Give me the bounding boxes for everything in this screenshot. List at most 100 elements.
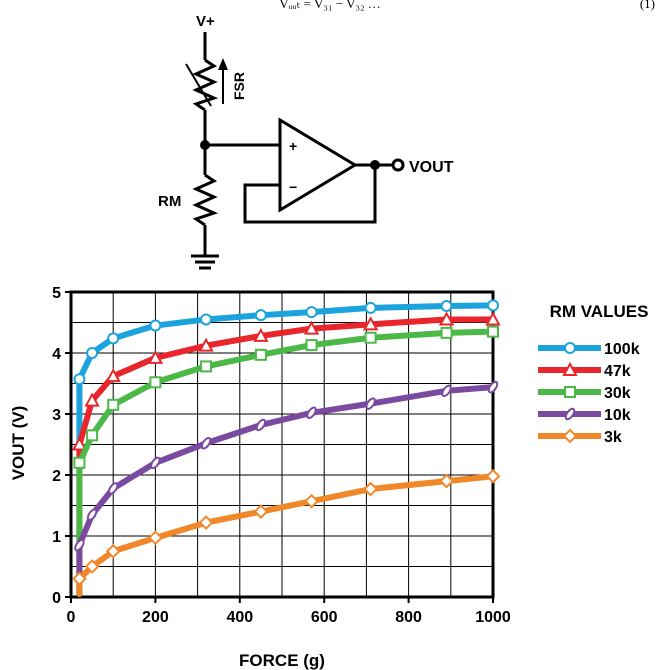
- series-line: [76, 328, 496, 597]
- opamp-triangle: [278, 117, 358, 213]
- data-point: [86, 347, 99, 359]
- data-point: [253, 327, 269, 342]
- output-label: VOUT: [409, 159, 454, 176]
- data-point: [253, 504, 269, 520]
- chart: 0 200 400 600 800 1000 0 1 2 3 4 5: [52, 285, 511, 626]
- series-line: [76, 316, 496, 597]
- series-line: [76, 473, 496, 597]
- data-point: [86, 508, 98, 521]
- equation-text: Vₒᵤₜ = V₃₁ − V₃₂ …: [279, 0, 381, 11]
- data-point: [198, 337, 214, 352]
- data-point: [254, 348, 267, 361]
- series-30k: [73, 325, 499, 597]
- x-tick-label: 600: [311, 609, 338, 626]
- feedback-wire: [243, 165, 377, 224]
- data-point: [438, 311, 455, 326]
- data-point: [149, 319, 162, 332]
- minus-label: −: [289, 179, 297, 195]
- data-point: [200, 360, 213, 373]
- data-point: [107, 398, 120, 411]
- data-point: [306, 406, 317, 419]
- equation-number: (1): [640, 0, 655, 11]
- legend: RM VALUES 100k 47k 30k 10k 3k: [538, 302, 648, 446]
- y-tick-label: 0: [52, 590, 61, 607]
- legend-label: 30k: [604, 385, 631, 402]
- y-tick-label: 3: [52, 407, 61, 424]
- data-point: [364, 331, 377, 344]
- data-point: [150, 456, 161, 470]
- x-tick-label: 200: [142, 609, 169, 626]
- data-point: [441, 384, 452, 398]
- x-tick-label: 400: [226, 609, 253, 626]
- data-point: [305, 306, 318, 319]
- data-point: [255, 418, 267, 432]
- data-point: [304, 493, 319, 509]
- data-point: [84, 559, 100, 574]
- data-point: [73, 456, 86, 469]
- y-axis-label: VOUT (V): [9, 406, 28, 481]
- data-point: [105, 368, 121, 383]
- data-point: [149, 376, 162, 389]
- grid: [71, 292, 493, 597]
- series-line: [76, 384, 496, 597]
- data-point: [365, 397, 376, 410]
- data-point: [485, 311, 501, 326]
- data-point: [305, 339, 318, 352]
- data-point: [105, 543, 121, 559]
- legend-title: RM VALUES: [550, 302, 649, 321]
- data-point: [362, 316, 379, 331]
- data-point: [564, 407, 576, 421]
- fsr-arrow-head: [218, 58, 228, 70]
- data-point: [86, 429, 99, 442]
- data-point: [147, 349, 164, 364]
- series-10k: [74, 380, 499, 597]
- fsr-label: FSR: [231, 72, 247, 100]
- data-point: [200, 437, 212, 450]
- data-point: [562, 428, 578, 444]
- rm-resistor: [192, 173, 219, 227]
- data-point: [562, 361, 578, 376]
- series-group: [71, 299, 501, 597]
- data-point: [107, 332, 120, 345]
- data-point: [487, 325, 499, 338]
- legend-label: 100k: [604, 341, 640, 358]
- series-100k: [73, 299, 499, 597]
- data-point: [487, 299, 499, 312]
- fsr-resistor: [192, 58, 219, 112]
- rm-label: RM: [158, 193, 181, 210]
- legend-label: 3k: [604, 429, 622, 446]
- data-point: [72, 571, 87, 587]
- data-point: [107, 482, 119, 495]
- data-point: [73, 373, 86, 386]
- data-point: [485, 468, 501, 484]
- x-tick-label: 800: [395, 609, 422, 626]
- data-point: [198, 515, 214, 530]
- data-point: [440, 326, 453, 339]
- data-point: [71, 436, 88, 451]
- y-tick-label: 5: [52, 285, 61, 302]
- tick-labels: 0 200 400 600 800 1000 0 1 2 3 4 5: [52, 285, 511, 626]
- series-3k: [72, 468, 501, 597]
- data-point: [364, 301, 377, 314]
- series-47k: [71, 311, 501, 597]
- y-tick-label: 4: [52, 346, 61, 363]
- data-point: [147, 530, 163, 546]
- legend-label: 47k: [604, 363, 631, 380]
- data-point: [74, 538, 85, 552]
- data-point: [84, 392, 100, 407]
- plot-frame: [69, 290, 495, 599]
- data-point: [564, 386, 576, 398]
- y-tick-label: 2: [52, 468, 61, 485]
- circuit-schematic: [185, 32, 405, 270]
- data-point: [564, 342, 576, 354]
- x-tick-label: 1000: [475, 609, 511, 626]
- plus-label: +: [289, 138, 297, 154]
- data-point: [303, 320, 320, 335]
- x-axis-label: FORCE (g): [239, 651, 325, 670]
- data-point: [254, 309, 267, 322]
- data-point: [440, 300, 453, 313]
- data-point: [487, 380, 499, 394]
- x-tick-label: 0: [67, 609, 76, 626]
- legend-label: 10k: [604, 407, 631, 424]
